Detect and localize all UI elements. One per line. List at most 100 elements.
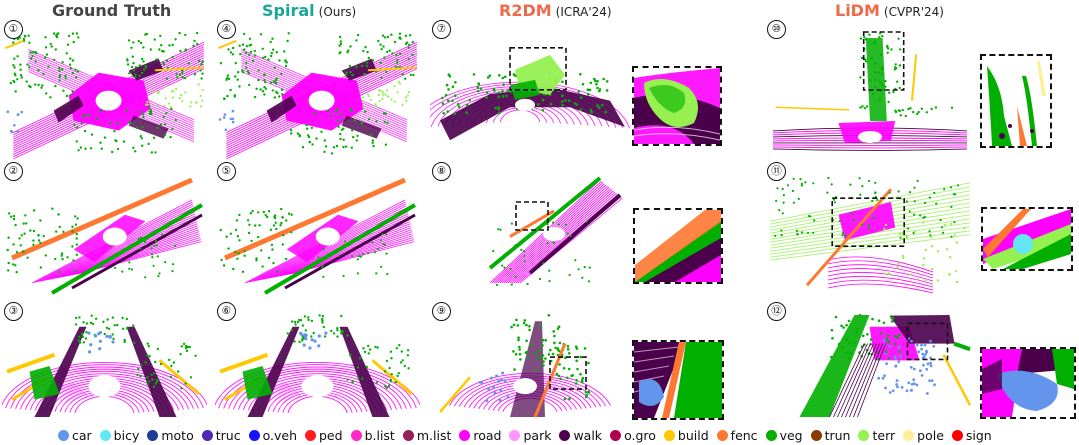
legend-label: bicy <box>113 427 140 443</box>
legend-label: sign <box>965 427 992 443</box>
legend-item-park: park <box>509 428 551 443</box>
scene-panel-7 <box>430 170 630 298</box>
legend-label: pole <box>917 427 944 443</box>
scene-number: ⑤ <box>217 162 236 181</box>
point-cloud-diagonal <box>6 177 204 295</box>
column-title-lidm: LiDM (CVPR'24) <box>835 0 944 22</box>
legend-label: fenc <box>730 427 758 443</box>
scene-panel-2 <box>215 28 420 160</box>
legend-label: moto <box>161 427 194 443</box>
legend-item-bicy: bicy <box>99 427 140 443</box>
zoom-inset-7 <box>632 66 722 146</box>
scene-number: ⑦ <box>432 20 451 39</box>
legend-item-trun: trun <box>810 427 851 443</box>
scene-number: ① <box>4 20 23 39</box>
legend-label: b.list <box>364 427 395 443</box>
legend-swatch <box>99 429 111 441</box>
zoom-inset-10 <box>980 54 1052 148</box>
column-title-spiral: Spiral (Ours) <box>262 0 356 22</box>
legend-swatch <box>350 429 362 441</box>
scene-number: ⑪ <box>767 162 786 181</box>
point-cloud-intersection <box>218 32 418 160</box>
scene-number: ⑩ <box>767 20 786 39</box>
scene-panel-4 <box>765 28 975 160</box>
column-subtitle: (Ours) <box>318 5 357 19</box>
legend-label: park <box>523 427 552 443</box>
legend-swatch <box>903 429 915 441</box>
legend-label: terr <box>872 427 896 443</box>
zoom-inset-11 <box>981 207 1073 271</box>
scene-panel-1 <box>2 28 207 160</box>
point-cloud-street <box>2 314 207 417</box>
point-cloud-diagonal-r2dm <box>488 176 623 286</box>
legend-swatch <box>951 429 963 441</box>
point-cloud-diagonal-lidm <box>769 176 971 294</box>
legend-item-terr: terr <box>858 428 895 443</box>
zoom-inset-8 <box>633 208 723 284</box>
column-title-text: Spiral <box>262 1 315 20</box>
column-title-text: R2DM <box>499 1 552 20</box>
point-cloud-intersection-r2dm <box>430 47 630 141</box>
column-subtitle: (ICRA'24) <box>555 5 612 19</box>
scene-panel-11 <box>430 310 630 422</box>
legend-label: road <box>473 427 502 443</box>
legend-label: o.gro <box>624 427 656 443</box>
point-cloud-street-r2dm <box>439 314 611 418</box>
legend-item-car: car <box>58 428 92 443</box>
legend-item-moto: moto <box>147 427 194 443</box>
legend-label: walk <box>573 427 603 443</box>
legend-label: truc <box>215 427 241 443</box>
point-cloud-intersection <box>5 31 205 160</box>
legend-label: ped <box>319 427 343 443</box>
legend-swatch <box>248 429 260 441</box>
legend-swatch <box>305 429 316 441</box>
legend-item-veg: veg <box>765 427 803 443</box>
legend-swatch <box>663 429 675 441</box>
legend-item-walk: walk <box>559 428 602 443</box>
legend-swatch <box>201 429 213 441</box>
legend: car bicy moto truc o.veh ped b.list m.list road p… <box>58 426 1000 444</box>
point-cloud-street <box>215 314 420 417</box>
legend-label: m.list <box>416 427 452 443</box>
legend-item-ped: ped <box>305 428 343 443</box>
legend-label: build <box>677 427 709 443</box>
scene-number: ③ <box>4 302 23 321</box>
legend-swatch <box>610 429 622 441</box>
column-title-r2dm: R2DM (ICRA'24) <box>499 0 612 22</box>
scene-number: ② <box>4 162 23 181</box>
scene-panel-8 <box>765 170 975 298</box>
column-title-text: Ground Truth <box>52 1 172 20</box>
legend-item-sign: sign <box>951 427 992 443</box>
legend-swatch <box>459 429 471 441</box>
point-cloud-intersection-lidm <box>772 31 968 151</box>
scene-panel-5 <box>2 170 207 298</box>
scene-panel-6 <box>215 170 420 298</box>
point-cloud-street-lidm <box>799 314 972 418</box>
legend-swatch <box>402 429 414 441</box>
legend-swatch <box>716 429 728 441</box>
legend-label: trun <box>824 427 851 443</box>
legend-item-o-gro: o.gro <box>610 428 656 443</box>
legend-swatch <box>147 429 159 441</box>
legend-item-pole: pole <box>903 428 944 443</box>
legend-swatch <box>509 429 521 441</box>
scene-number: ⑥ <box>217 302 236 321</box>
legend-label: o.veh <box>262 427 297 443</box>
scene-number: ⑧ <box>432 162 451 181</box>
legend-swatch <box>58 429 69 441</box>
legend-swatch <box>559 429 571 441</box>
legend-item-m-list: m.list <box>402 427 452 443</box>
scene-number: ⑨ <box>432 302 451 321</box>
legend-item-road: road <box>459 428 501 443</box>
scene-number: ⑫ <box>767 302 786 321</box>
legend-label: veg <box>779 427 803 443</box>
column-subtitle: (CVPR'24) <box>883 5 944 19</box>
legend-item-build: build <box>663 427 709 443</box>
legend-item-o-veh: o.veh <box>248 427 297 443</box>
legend-item-b-list: b.list <box>350 427 395 443</box>
legend-swatch <box>765 429 777 441</box>
scene-number: ④ <box>217 20 236 39</box>
column-title-text: LiDM <box>835 1 880 20</box>
legend-swatch <box>858 429 870 441</box>
legend-swatch <box>810 429 822 441</box>
